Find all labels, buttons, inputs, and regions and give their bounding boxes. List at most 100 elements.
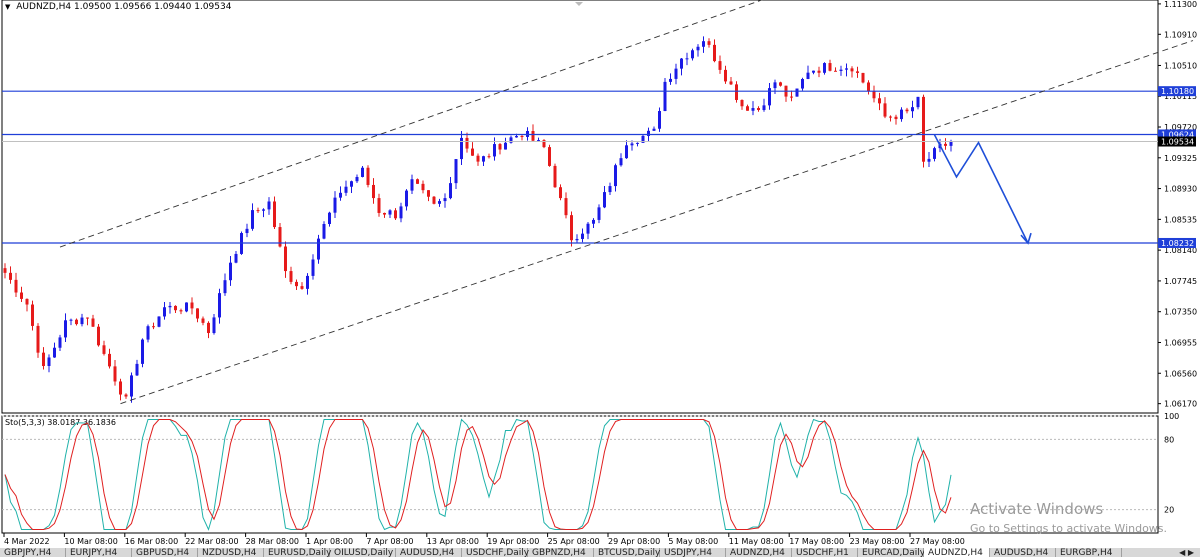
projection-path[interactable]	[933, 134, 1029, 244]
candle-body	[20, 292, 23, 299]
price-tick-label: 1.08140	[1164, 246, 1197, 255]
candle-body	[559, 187, 562, 199]
chart-tab[interactable]: GBPUSD,H4	[132, 548, 198, 557]
chart-tab[interactable]: AUDUSD,H4	[396, 548, 462, 557]
candle-body	[542, 140, 546, 148]
candle-body	[872, 90, 876, 99]
chart-tab[interactable]: EURUSD,Daily	[264, 548, 331, 557]
chart-tab[interactable]: EURGBP,H4	[1056, 548, 1122, 557]
channel-trendline[interactable]	[59, 0, 764, 248]
candle-body	[867, 82, 870, 91]
candle-body	[834, 70, 837, 72]
time-tick-label: 4 Mar 2022	[4, 537, 50, 546]
candle-body	[801, 79, 804, 89]
candle-body	[86, 317, 89, 319]
price-label-box	[1158, 237, 1196, 248]
tab-scroll-arrows[interactable]: ◀ ▶	[1179, 548, 1194, 557]
price-tick-label: 1.06955	[1164, 338, 1197, 347]
candle-body	[806, 72, 810, 80]
candle-body	[443, 198, 447, 202]
candle-body	[476, 155, 480, 162]
chart-tab[interactable]: BTCUSD,Daily	[594, 548, 660, 557]
candle-body	[53, 347, 56, 358]
price-label-box	[1158, 86, 1196, 97]
candle-body	[570, 215, 573, 241]
candle-body	[295, 281, 298, 287]
candle-body	[460, 137, 463, 160]
symbol-label: AUDNZD,H4	[16, 2, 72, 12]
candle-body	[861, 72, 865, 83]
main-pane	[1, 0, 1194, 414]
candle-body	[674, 68, 678, 79]
chart-tab[interactable]: EURJPY,H4	[66, 548, 132, 557]
candle-body	[608, 186, 612, 193]
candle-body	[465, 137, 469, 149]
candle-body	[916, 96, 920, 108]
candle-body	[300, 286, 304, 289]
candle-body	[91, 318, 95, 327]
candle-body	[97, 326, 100, 346]
candle-body	[69, 319, 73, 321]
time-axis: 4 Mar 2022 10 Mar 08:00 16 Mar 08:00 22 Mar…	[3, 533, 965, 546]
candle-body	[339, 192, 342, 198]
candle-body	[201, 318, 205, 323]
chart-tab[interactable]: AUDNZD,H4	[924, 548, 990, 557]
price-tick-label: 1.10910	[1164, 30, 1197, 39]
candle-body	[581, 233, 584, 239]
candle-body	[383, 212, 386, 215]
chart-tab[interactable]: EURCAD,Daily	[858, 548, 925, 557]
candle-body	[795, 88, 799, 97]
candle-body	[245, 228, 249, 234]
chart-tab[interactable]: USDCHF,Daily	[462, 548, 529, 557]
collapse-triangle-icon[interactable]: ▼	[5, 3, 11, 11]
price-label-text: 1.08232	[1161, 239, 1194, 248]
scroll-marker-icon[interactable]	[575, 2, 583, 6]
chart-tab[interactable]: AUDUSD,H4	[990, 548, 1056, 557]
candle-body	[647, 130, 650, 136]
candle-body	[515, 136, 518, 138]
candle-body	[421, 183, 425, 191]
price-tick-label: 1.06170	[1164, 400, 1197, 409]
candle-body	[207, 322, 210, 334]
chart-tab[interactable]: GBPNZD,H4	[528, 548, 594, 557]
candle-body	[663, 81, 667, 112]
candle-body	[427, 190, 430, 197]
stochastic-level-label: 80	[1164, 435, 1174, 444]
chart-tab[interactable]: GBPJPY,H4	[0, 548, 66, 557]
candle-body	[152, 326, 155, 328]
chart-tab[interactable]: OILUSD,Daily	[330, 548, 396, 557]
chart-tabs-bar: GBPJPY,H4 EURJPY,H4 GBPUSD,H4 NZDUSD,H4 EURU…	[0, 548, 1200, 557]
candle-body	[146, 326, 150, 340]
chart-tab[interactable]: NZDUSD,H4	[198, 548, 264, 557]
candle-body	[856, 71, 859, 73]
chart-tab[interactable]: USDJPY,H4	[660, 548, 726, 557]
chart-tab[interactable]: AUDNZD,H4	[726, 548, 792, 557]
candle-body	[911, 107, 914, 112]
candle-body	[790, 96, 793, 98]
price-label-text: 1.09624	[1161, 130, 1194, 139]
candle-body	[823, 63, 826, 73]
chart-tab[interactable]: USDCHF,H1	[792, 548, 858, 557]
candle-body	[746, 106, 749, 111]
candle-body	[922, 96, 925, 162]
candle-body	[471, 148, 474, 156]
time-tick-label: 17 May 08:00	[789, 537, 844, 546]
time-tick-label: 13 Apr 08:00	[427, 537, 479, 546]
candle-body	[36, 325, 40, 353]
candle-body	[630, 143, 634, 146]
time-tick-label: 29 Apr 08:00	[608, 537, 660, 546]
main-pane-frame	[1, 0, 1159, 414]
candle-body	[102, 345, 106, 354]
candle-body	[702, 41, 705, 47]
candle-body	[817, 70, 821, 73]
time-tick-label: 5 May 08:00	[668, 537, 718, 546]
candle-body	[740, 99, 744, 107]
candle-body	[454, 159, 458, 184]
candle-body	[724, 69, 727, 82]
candle-body	[388, 210, 392, 215]
candle-body	[64, 320, 67, 338]
candle-body	[652, 128, 656, 131]
channel-trendline[interactable]	[120, 40, 1194, 405]
